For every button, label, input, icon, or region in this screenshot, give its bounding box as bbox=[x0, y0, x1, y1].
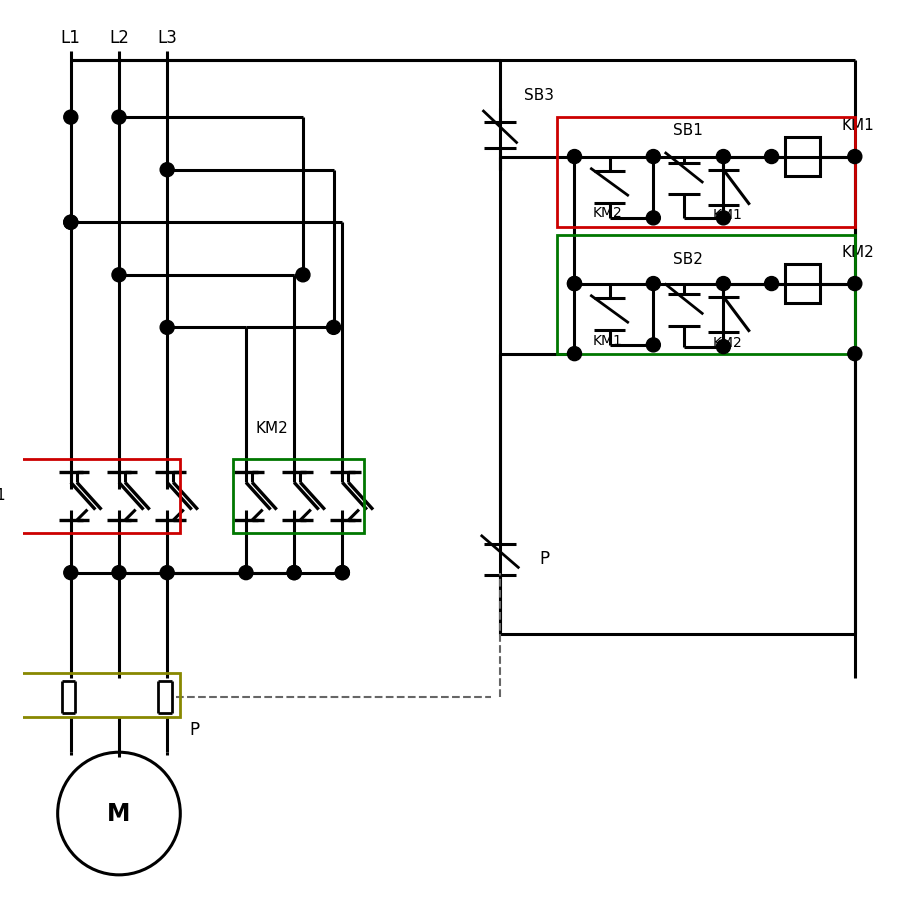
Circle shape bbox=[646, 338, 661, 352]
Bar bbox=[233, 459, 364, 533]
Circle shape bbox=[848, 346, 862, 361]
Circle shape bbox=[112, 110, 126, 124]
Text: KM2: KM2 bbox=[593, 206, 623, 220]
Circle shape bbox=[112, 268, 126, 282]
Text: KM1: KM1 bbox=[842, 119, 875, 133]
Text: P: P bbox=[539, 551, 550, 569]
Text: KM1: KM1 bbox=[713, 208, 742, 222]
Circle shape bbox=[765, 149, 778, 164]
Circle shape bbox=[296, 268, 310, 282]
Circle shape bbox=[327, 320, 340, 335]
Text: L3: L3 bbox=[158, 30, 177, 48]
Text: L2: L2 bbox=[109, 30, 129, 48]
Circle shape bbox=[716, 276, 731, 291]
Circle shape bbox=[64, 215, 77, 230]
Circle shape bbox=[646, 211, 661, 225]
Text: P: P bbox=[189, 721, 199, 739]
Circle shape bbox=[848, 276, 862, 291]
Circle shape bbox=[64, 110, 77, 124]
Text: M: M bbox=[107, 802, 130, 825]
Text: SB3: SB3 bbox=[525, 87, 554, 103]
Circle shape bbox=[336, 565, 349, 580]
Text: L1: L1 bbox=[61, 30, 81, 48]
Circle shape bbox=[336, 565, 349, 580]
Circle shape bbox=[646, 149, 661, 164]
Bar bbox=[785, 265, 820, 302]
Circle shape bbox=[568, 276, 581, 291]
Circle shape bbox=[160, 163, 175, 176]
Circle shape bbox=[287, 565, 302, 580]
Circle shape bbox=[64, 565, 77, 580]
Circle shape bbox=[848, 149, 862, 164]
Text: 1: 1 bbox=[0, 488, 5, 503]
Circle shape bbox=[64, 215, 77, 230]
Circle shape bbox=[239, 565, 253, 580]
Circle shape bbox=[568, 276, 581, 291]
Circle shape bbox=[646, 276, 661, 291]
Circle shape bbox=[160, 565, 175, 580]
Circle shape bbox=[568, 149, 581, 164]
Circle shape bbox=[568, 346, 581, 361]
Bar bbox=[557, 236, 855, 354]
Circle shape bbox=[716, 211, 731, 225]
Text: KM2: KM2 bbox=[842, 246, 875, 260]
Circle shape bbox=[716, 339, 731, 354]
Circle shape bbox=[716, 149, 731, 164]
Bar bbox=[785, 138, 820, 176]
Text: KM1: KM1 bbox=[593, 334, 623, 347]
Circle shape bbox=[112, 565, 126, 580]
Circle shape bbox=[160, 320, 175, 335]
Text: KM2: KM2 bbox=[256, 420, 289, 436]
Circle shape bbox=[287, 565, 302, 580]
Text: KM2: KM2 bbox=[713, 336, 742, 350]
Bar bbox=[557, 117, 855, 227]
Bar bbox=[18, 459, 180, 533]
Circle shape bbox=[765, 276, 778, 291]
Text: SB1: SB1 bbox=[673, 122, 703, 138]
Bar bbox=[14, 673, 180, 717]
Text: SB2: SB2 bbox=[673, 251, 703, 266]
Circle shape bbox=[58, 752, 180, 875]
